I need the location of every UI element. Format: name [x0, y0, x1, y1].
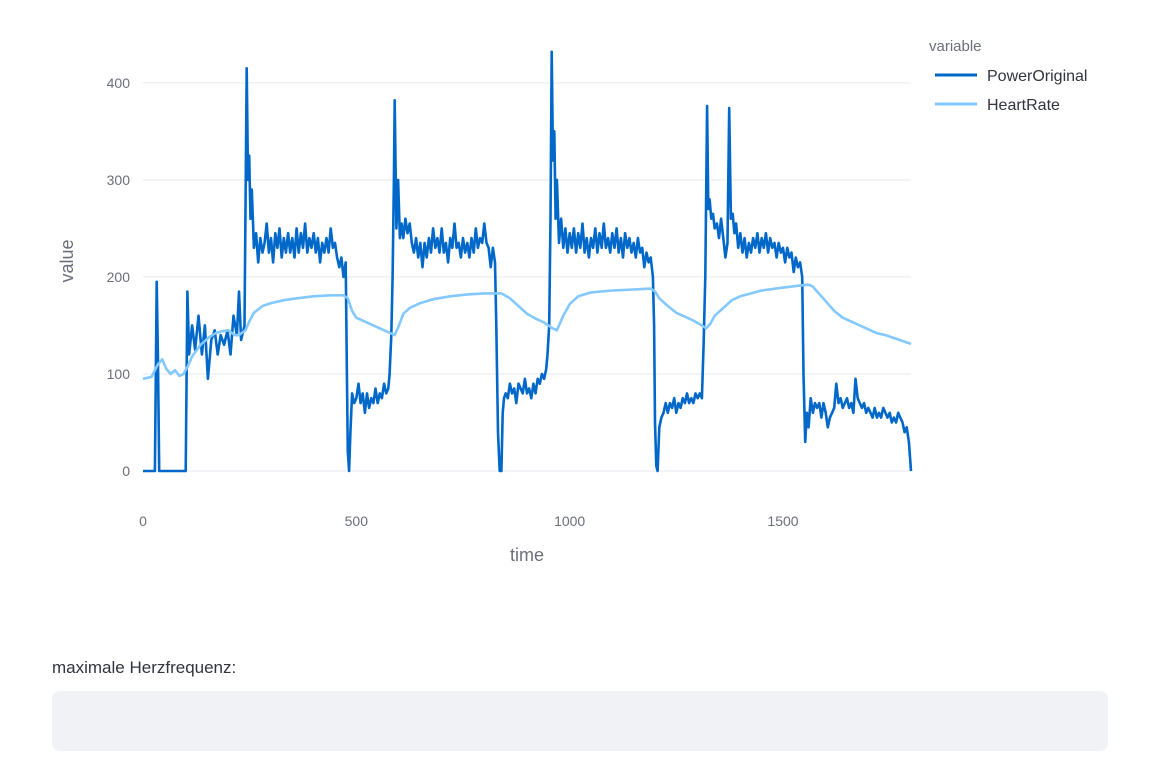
series-lines — [142, 50, 913, 473]
x-tick-label: 1000 — [554, 513, 585, 529]
legend: variable PowerOriginal HeartRate — [929, 38, 1087, 114]
x-tick-label: 500 — [345, 513, 369, 529]
legend-title: variable — [929, 38, 982, 55]
line-chart-svg: 0 100 200 300 400 0 500 1000 1500 time value va… — [57, 38, 1087, 565]
x-tick-labels: 0 500 1000 1500 — [139, 513, 799, 529]
x-tick-label: 1500 — [767, 513, 798, 529]
chart: 0 100 200 300 400 0 500 1000 1500 time value va… — [57, 38, 1087, 565]
legend-item-heartrate[interactable]: HeartRate — [987, 97, 1060, 114]
x-axis-title: time — [510, 545, 544, 565]
legend-item-poweroriginal[interactable]: PowerOriginal — [987, 68, 1087, 85]
y-tick-label: 300 — [107, 172, 131, 188]
y-axis-title: value — [57, 239, 77, 282]
series-line-heartrate — [142, 283, 912, 381]
x-tick-label: 0 — [139, 513, 147, 529]
y-tick-label: 100 — [107, 366, 131, 382]
gridlines — [143, 82, 911, 472]
y-tick-label: 200 — [107, 269, 131, 285]
y-tick-label: 400 — [107, 75, 131, 91]
max-heart-rate-input[interactable] — [52, 691, 1108, 751]
max-heart-rate-label: maximale Herzfrequenz: — [52, 658, 237, 677]
y-tick-label: 0 — [122, 463, 130, 479]
series-line-poweroriginal — [143, 50, 913, 473]
y-tick-labels: 0 100 200 300 400 — [107, 75, 131, 479]
